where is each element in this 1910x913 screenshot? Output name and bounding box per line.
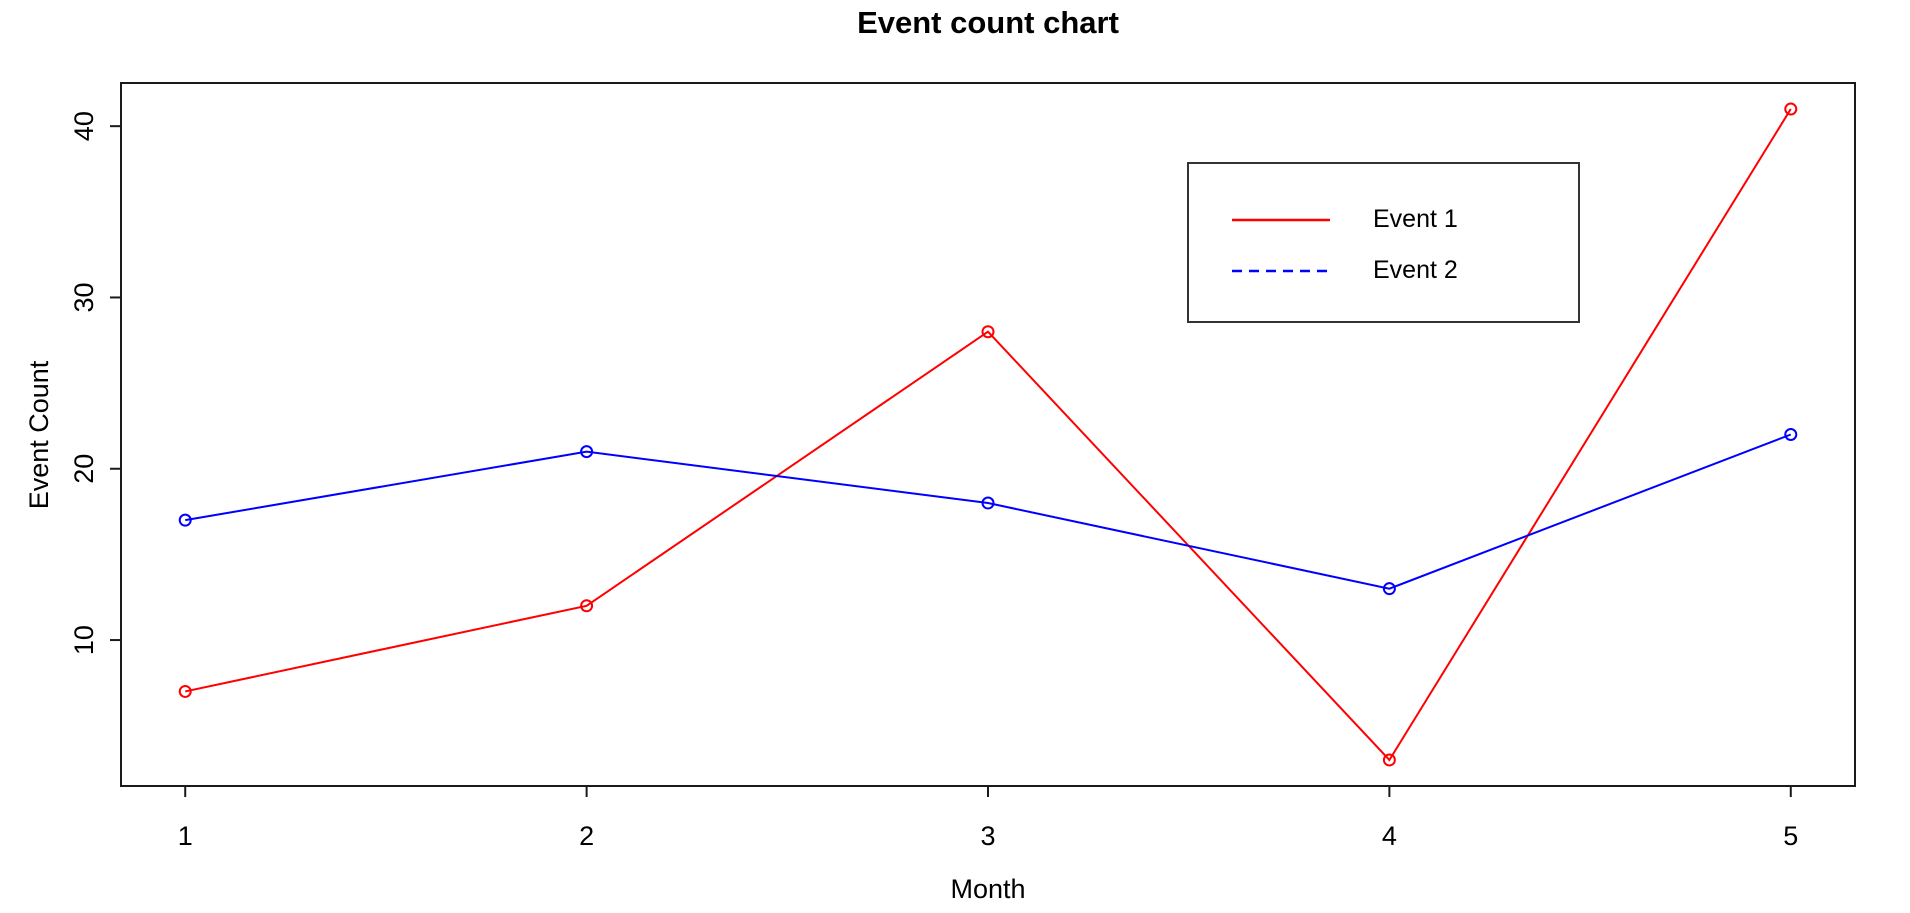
legend-label: Event 2 (1373, 256, 1458, 284)
chart-title: Event count chart (857, 5, 1119, 40)
series-marker-event-2 (178, 513, 192, 527)
axis-ticks: 1 2 3 4 5 10 20 30 40 (69, 111, 1798, 851)
y-axis-title: Event Count (24, 360, 54, 509)
x-tick-label: 5 (1783, 821, 1798, 851)
y-tick-label: 20 (69, 454, 99, 484)
series-marker-event-1 (1382, 753, 1396, 767)
plot-border (120, 82, 1856, 787)
legend-line-sample (1232, 218, 1330, 221)
x-tick-label: 4 (1382, 821, 1397, 851)
legend-item: Event 2 (1189, 245, 1578, 296)
y-tick-label: 30 (69, 282, 99, 312)
series-marker-event-2 (1784, 428, 1798, 441)
series-marker-event-1 (1784, 102, 1798, 116)
legend-item: Event 1 (1189, 194, 1578, 245)
legend: Event 1 Event 2 (1187, 162, 1580, 323)
y-tick-label: 10 (69, 625, 99, 655)
series-marker-event-2 (580, 445, 594, 459)
series-marker-event-1 (981, 325, 995, 339)
x-tick-label: 3 (980, 821, 995, 851)
x-tick-label: 2 (579, 821, 594, 851)
series-marker-event-1 (178, 684, 192, 698)
x-axis-title: Month (950, 874, 1025, 904)
series-line-event-1 (185, 108, 1792, 762)
x-tick-label: 1 (178, 821, 193, 851)
series-marker-event-2 (981, 496, 995, 510)
series-group (178, 102, 1798, 767)
series-marker-event-1 (580, 599, 594, 613)
series-line-event-2 (185, 433, 1792, 590)
legend-label: Event 1 (1373, 205, 1458, 233)
legend-line-sample (1232, 269, 1330, 272)
y-tick-label: 40 (69, 111, 99, 141)
series-marker-event-2 (1382, 582, 1396, 596)
